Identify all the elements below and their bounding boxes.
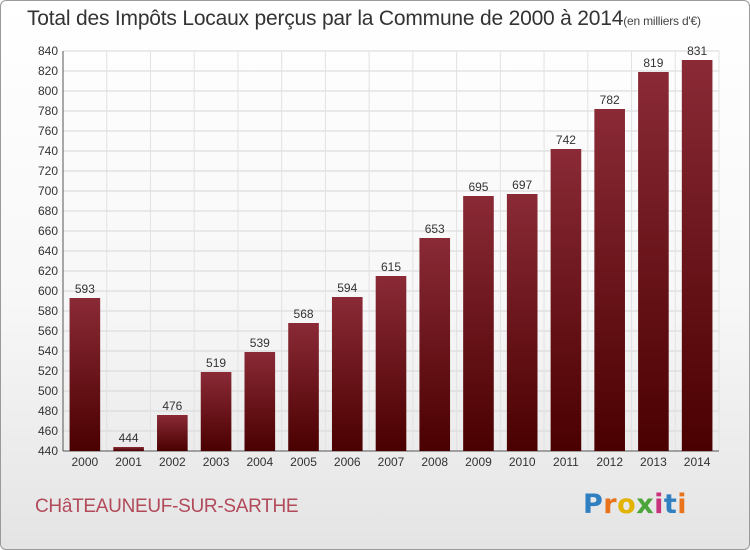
x-tick-label-2009: 2009 — [465, 455, 492, 469]
x-tick-label-2010: 2010 — [509, 455, 536, 469]
logo-letter: r — [603, 489, 618, 520]
logo-letter: i — [677, 489, 688, 520]
bar-2010 — [506, 194, 538, 451]
x-tick-label-2002: 2002 — [159, 455, 186, 469]
bar-2011 — [550, 149, 582, 451]
y-tick-label: 840 — [38, 44, 58, 58]
y-tick-label: 780 — [38, 104, 58, 118]
bar-2004 — [244, 352, 276, 451]
x-tick-label-2006: 2006 — [334, 455, 361, 469]
x-tick-label-2011: 2011 — [553, 455, 579, 469]
labels: 440 460 480 500 520 540 560 580 600 620 640 660 680 7… — [38, 44, 711, 469]
chart-title-text: Total des Impôts Locaux perçus par la Co… — [27, 7, 624, 30]
data-label-2008: 653 — [425, 222, 445, 236]
bar-2005 — [288, 323, 319, 451]
proxiti-logo[interactable]: Proxiti — [583, 489, 687, 520]
logo-letter: i — [654, 489, 664, 520]
data-label-2009: 695 — [468, 180, 488, 194]
y-tick-label: 820 — [38, 64, 58, 78]
y-tick-label: 460 — [38, 424, 58, 438]
data-label-2001: 444 — [119, 431, 139, 445]
x-tick-label-2014: 2014 — [684, 455, 711, 469]
data-label-2011: 742 — [556, 133, 576, 147]
data-label-2003: 519 — [206, 356, 226, 370]
y-tick-label: 740 — [38, 144, 58, 158]
y-tick-label: 500 — [38, 384, 58, 398]
data-label-2014: 831 — [687, 44, 707, 58]
data-label-2007: 615 — [381, 260, 401, 274]
data-label-2000: 593 — [75, 282, 95, 296]
data-label-2013: 819 — [643, 56, 663, 70]
x-tick-label-2007: 2007 — [378, 455, 405, 469]
logo-letter: x — [636, 489, 655, 520]
x-tick-label-2008: 2008 — [421, 455, 448, 469]
x-tick-label-2004: 2004 — [246, 455, 273, 469]
y-tick-label: 580 — [38, 304, 58, 318]
x-tick-label-2012: 2012 — [596, 455, 623, 469]
bar-2014 — [681, 60, 713, 451]
bars — [69, 60, 713, 451]
data-label-2012: 782 — [600, 93, 620, 107]
bar-2003 — [200, 372, 232, 451]
bar-2007 — [375, 276, 407, 451]
x-tick-label-2013: 2013 — [640, 455, 667, 469]
bar-2013 — [638, 72, 669, 451]
bar-2006 — [331, 297, 363, 451]
bar-2000 — [69, 298, 101, 451]
y-tick-label: 700 — [38, 184, 58, 198]
bar-2012 — [594, 109, 625, 451]
y-tick-label: 640 — [38, 244, 58, 258]
y-tick-label: 680 — [38, 204, 58, 218]
x-tick-label-2005: 2005 — [290, 455, 317, 469]
data-label-2004: 539 — [250, 336, 270, 350]
y-tick-label: 720 — [38, 164, 58, 178]
bar-2008 — [419, 238, 451, 451]
y-tick-label: 520 — [38, 364, 58, 378]
y-tick-label: 760 — [38, 124, 58, 138]
y-tick-label: 600 — [38, 284, 58, 298]
y-tick-label: 620 — [38, 264, 58, 278]
x-tick-label-2001: 2001 — [115, 455, 142, 469]
bar-2009 — [463, 196, 494, 451]
data-label-2005: 568 — [294, 307, 314, 321]
bar-2002 — [157, 415, 188, 451]
bar-2001 — [113, 447, 144, 451]
y-tick-label: 480 — [38, 404, 58, 418]
chart-subtitle: (en milliers d'€) — [623, 14, 701, 28]
y-tick-label: 440 — [38, 444, 58, 458]
data-label-2002: 476 — [162, 399, 182, 413]
logo-letter: P — [583, 489, 604, 520]
y-tick-label: 540 — [38, 344, 58, 358]
chart-title: Total des Impôts Locaux perçus par la Co… — [27, 7, 701, 31]
logo-letter: t — [663, 489, 678, 520]
x-tick-label-2000: 2000 — [72, 455, 99, 469]
data-label-2006: 594 — [337, 281, 357, 295]
y-tick-label: 800 — [38, 84, 58, 98]
logo-letter: o — [617, 489, 637, 520]
commune-name: CHâTEAUNEUF-SUR-SARTHE — [35, 496, 299, 517]
x-tick-label-2003: 2003 — [203, 455, 230, 469]
y-tick-label: 560 — [38, 324, 58, 338]
y-tick-label: 660 — [38, 224, 58, 238]
data-label-2010: 697 — [512, 178, 532, 192]
